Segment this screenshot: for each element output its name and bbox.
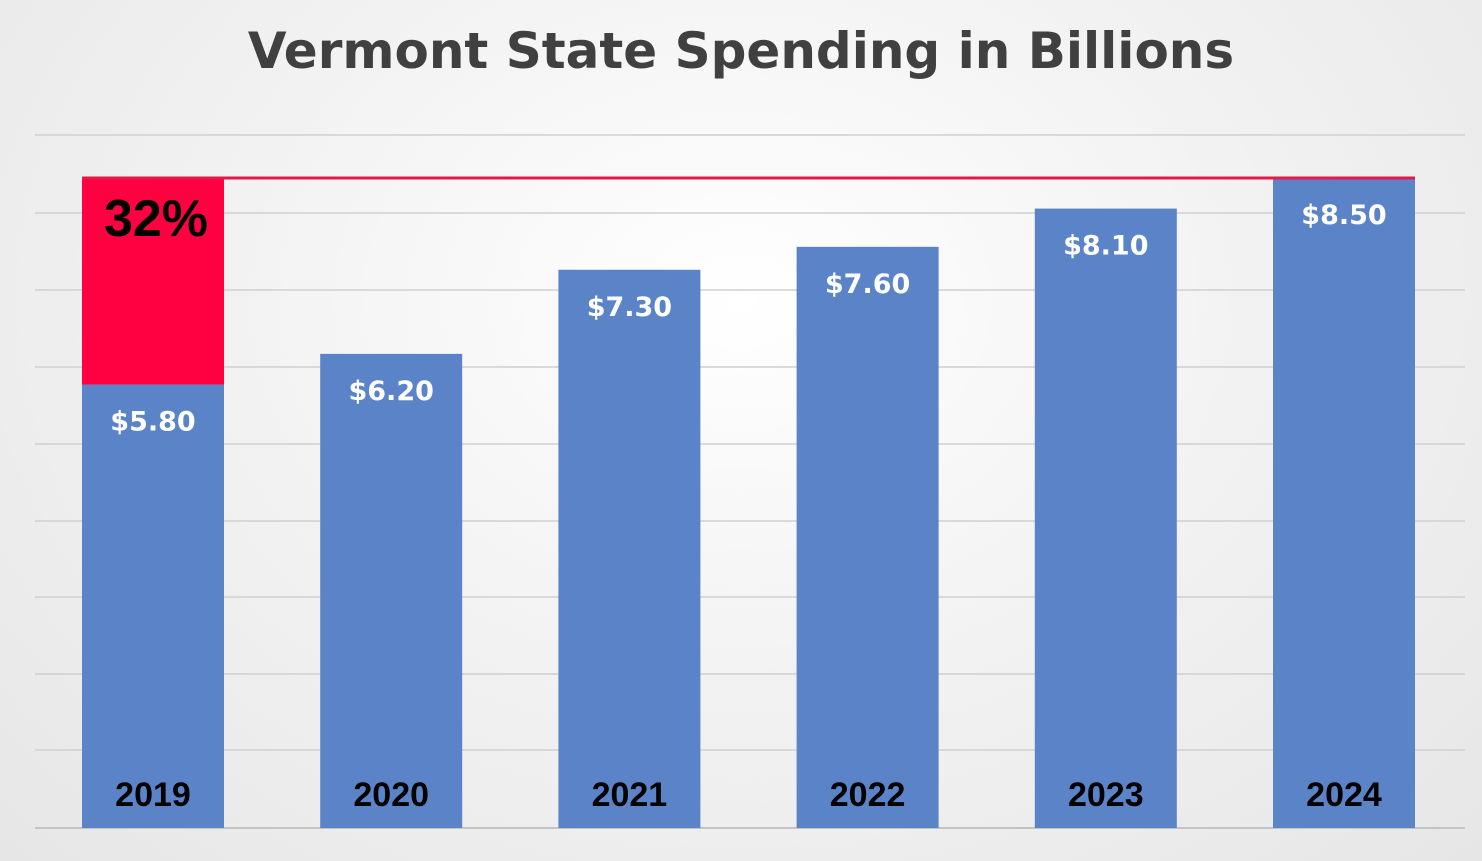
- category-label-2024: 2024: [1306, 776, 1382, 814]
- category-label-2019: 2019: [115, 776, 191, 814]
- value-label-2019: $5.80: [110, 406, 195, 437]
- chart-title: Vermont State Spending in Billions: [247, 22, 1235, 80]
- bar-2022: [796, 246, 939, 828]
- labels: $5.80 2019 $6.20 2020 $7.30 2021 $7.60 2022 $8.1…: [104, 190, 1387, 814]
- bar-2021: [558, 269, 701, 828]
- bar-2019: [82, 384, 224, 828]
- value-label-2023: $8.10: [1063, 231, 1148, 262]
- annotations: [82, 176, 1415, 385]
- bar-2023: [1034, 208, 1177, 828]
- increase-percent-label: 32%: [104, 190, 208, 248]
- value-label-2021: $7.30: [587, 292, 672, 323]
- bar-2020: [320, 353, 463, 828]
- value-label-2024: $8.50: [1301, 200, 1386, 231]
- category-label-2021: 2021: [592, 776, 668, 814]
- category-label-2022: 2022: [830, 776, 906, 814]
- value-label-2020: $6.20: [348, 376, 433, 407]
- category-label-2023: 2023: [1068, 776, 1144, 814]
- increase-block: [82, 178, 224, 385]
- bars: [82, 178, 1415, 828]
- gridlines: [35, 134, 1465, 829]
- value-label-2022: $7.60: [825, 269, 910, 300]
- bar-2024: [1273, 178, 1415, 828]
- category-label-2020: 2020: [353, 776, 429, 814]
